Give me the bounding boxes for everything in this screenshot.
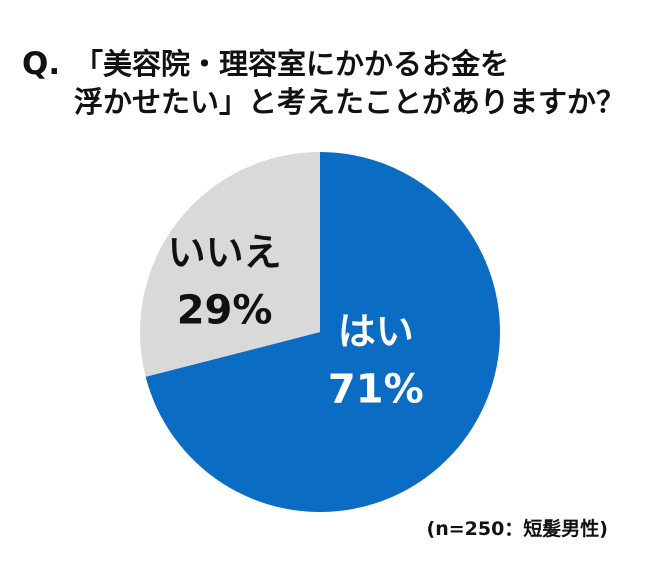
title-prefix: Q.	[22, 46, 61, 82]
slice-label-no: いいえ	[168, 230, 282, 274]
slice-value-yes: 71%	[328, 367, 424, 413]
pie-slice-no	[140, 152, 320, 377]
title-line-2: 浮かせたい」と考えたことがありますか？	[74, 85, 626, 119]
slice-label-yes: はい	[338, 310, 414, 354]
pie-slice-yes	[145, 152, 500, 513]
title-line-1: 「美容院・理容室にかかるお金を	[74, 47, 510, 81]
slice-value-no: 29%	[177, 287, 273, 333]
sample-footnote: (n=250：短髪男性)	[426, 518, 608, 540]
